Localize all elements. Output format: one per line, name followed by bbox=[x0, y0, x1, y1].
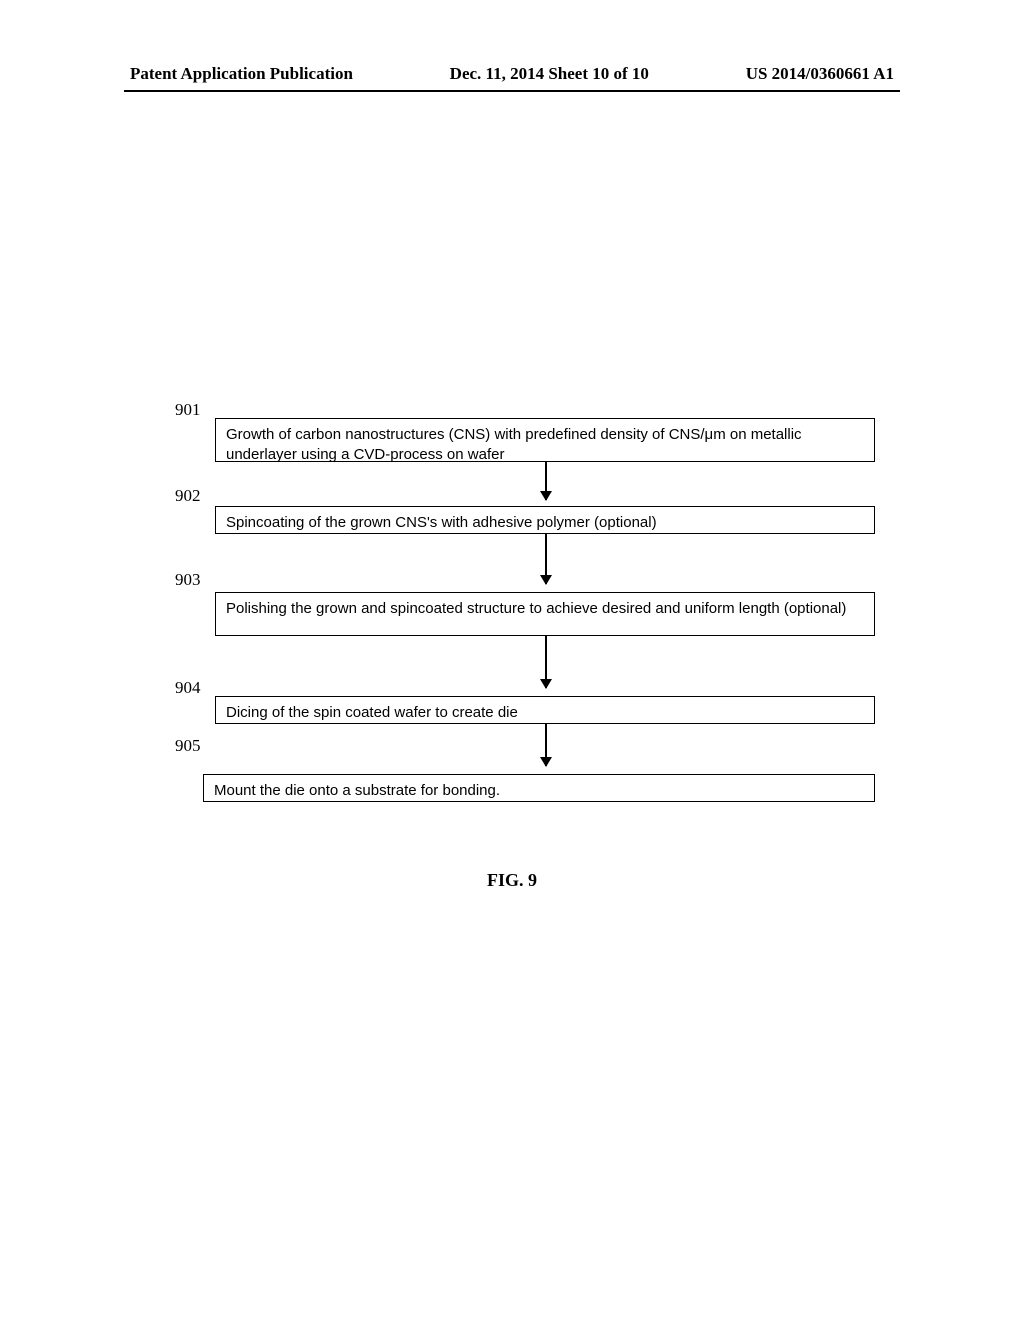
arrow-icon bbox=[545, 636, 547, 688]
page-header: Patent Application Publication Dec. 11, … bbox=[130, 64, 894, 84]
figure-caption: FIG. 9 bbox=[0, 870, 1024, 891]
step-label-905: 905 bbox=[175, 736, 201, 756]
header-publication-type: Patent Application Publication bbox=[130, 64, 353, 84]
step-box-905: Mount the die onto a substrate for bondi… bbox=[203, 774, 875, 802]
arrow-icon bbox=[545, 462, 547, 500]
header-divider bbox=[124, 90, 900, 92]
arrow-icon bbox=[545, 534, 547, 584]
step-label-902: 902 bbox=[175, 486, 201, 506]
step-label-904: 904 bbox=[175, 678, 201, 698]
step-box-903: Polishing the grown and spincoated struc… bbox=[215, 592, 875, 636]
arrow-icon bbox=[545, 724, 547, 766]
step-label-903: 903 bbox=[175, 570, 201, 590]
step-box-902: Spincoating of the grown CNS's with adhe… bbox=[215, 506, 875, 534]
step-box-904: Dicing of the spin coated wafer to creat… bbox=[215, 696, 875, 724]
header-date-sheet: Dec. 11, 2014 Sheet 10 of 10 bbox=[450, 64, 649, 84]
step-box-901: Growth of carbon nanostructures (CNS) wi… bbox=[215, 418, 875, 462]
header-publication-number: US 2014/0360661 A1 bbox=[746, 64, 894, 84]
step-label-901: 901 bbox=[175, 400, 201, 420]
